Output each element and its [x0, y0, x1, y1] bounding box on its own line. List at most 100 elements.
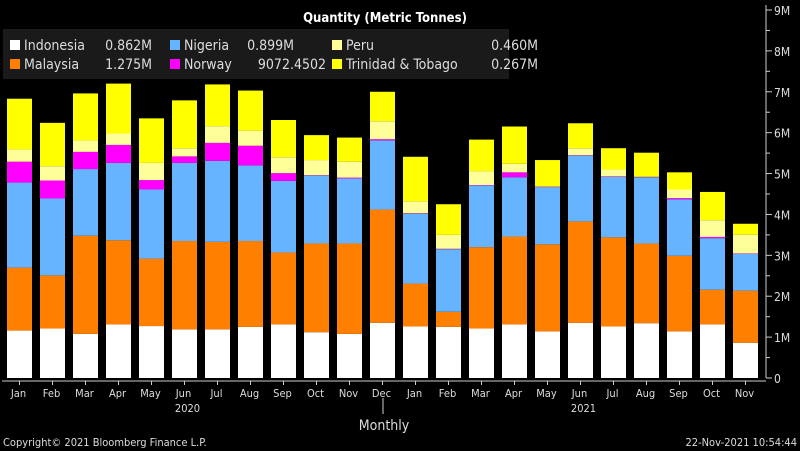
- bar-segment-indonesia: [535, 331, 560, 378]
- bar-segment-trinidad-tobago: [601, 148, 626, 170]
- x-tick-label: Jul: [210, 387, 223, 400]
- bar-segment-indonesia: [271, 324, 296, 378]
- bar-segment-norway: [139, 180, 164, 190]
- x-tick-label: Feb: [439, 387, 456, 400]
- bar-segment-nigeria: [7, 182, 32, 268]
- bar-segment-norway: [73, 151, 98, 170]
- bar-segment-peru: [139, 162, 164, 181]
- bar-segment-malaysia: [667, 255, 692, 332]
- bar-segment-malaysia: [205, 241, 230, 330]
- bar-segment-trinidad-tobago: [568, 123, 593, 149]
- bar-segment-indonesia: [304, 332, 329, 378]
- x-axis-label: Monthly: [359, 418, 410, 434]
- bar-segment-nigeria: [469, 185, 494, 248]
- bar-segment-indonesia: [40, 328, 65, 378]
- bar-segment-nigeria: [139, 189, 164, 259]
- legend-label-nigeria: Nigeria: [184, 38, 229, 54]
- bar-segment-nigeria: [403, 213, 428, 284]
- bar-segment-trinidad-tobago: [106, 83, 131, 134]
- bar-segment-malaysia: [700, 289, 725, 325]
- x-tick-label: Mar: [471, 387, 491, 400]
- bar-segment-nigeria: [436, 249, 461, 312]
- legend-value-norway: 9072.4502: [258, 57, 326, 73]
- x-tick-label: May: [536, 387, 557, 400]
- bar-segment-indonesia: [403, 326, 428, 378]
- bar-segment-indonesia: [601, 326, 626, 378]
- y-tick-label: 9M: [774, 4, 790, 18]
- bar-segment-norway: [700, 236, 725, 239]
- bar-segment-nigeria: [601, 176, 626, 238]
- bar-segment-malaysia: [337, 243, 362, 334]
- bar-segment-peru: [667, 189, 692, 199]
- bar-segment-peru: [469, 171, 494, 186]
- bar-segment-peru: [733, 234, 758, 254]
- bar-segment-indonesia: [568, 322, 593, 378]
- x-tick-label: Aug: [240, 387, 259, 400]
- bar-segment-indonesia: [139, 326, 164, 378]
- bar-segment-trinidad-tobago: [172, 100, 197, 149]
- bar-segment-malaysia: [634, 243, 659, 324]
- bar-segment-trinidad-tobago: [139, 118, 164, 163]
- legend-swatch-malaysia: [10, 59, 20, 69]
- bar-segment-indonesia: [73, 333, 98, 378]
- legend-value-peru: 0.460M: [491, 38, 538, 54]
- y-tick-label: 4M: [774, 208, 790, 222]
- bar-segment-trinidad-tobago: [535, 160, 560, 187]
- bar-segment-malaysia: [601, 237, 626, 327]
- x-tick-label: Sep: [273, 387, 292, 400]
- bar-segment-trinidad-tobago: [469, 139, 494, 172]
- bar-segment-malaysia: [733, 290, 758, 343]
- bar-segment-norway: [40, 180, 65, 199]
- x-tick-label: Oct: [703, 387, 720, 400]
- bar-segment-peru: [370, 121, 395, 140]
- bar-segment-indonesia: [370, 322, 395, 378]
- bar-segment-indonesia: [106, 324, 131, 378]
- bar-segment-trinidad-tobago: [502, 126, 527, 164]
- bar-segment-indonesia: [337, 333, 362, 378]
- bar-segment-trinidad-tobago: [205, 84, 230, 127]
- bar-segment-norway: [205, 142, 230, 161]
- legend: Indonesia 0.862M Malaysia 1.275M Nigeria 0.89…: [10, 38, 538, 73]
- bar-segment-malaysia: [139, 258, 164, 327]
- legend-label-norway: Norway: [184, 57, 232, 73]
- y-axis: 0 1M 2M 3M 4M 5M 6M 7M 8M 9M: [765, 4, 790, 386]
- bar-segment-nigeria: [106, 162, 131, 241]
- bar-segment-indonesia: [469, 328, 494, 378]
- x-tick-label: Dec: [372, 387, 391, 400]
- bar-segment-norway: [172, 156, 197, 163]
- bar-segment-trinidad-tobago: [40, 122, 65, 167]
- x-tick-label: Oct: [307, 387, 324, 400]
- year-label: 2021: [571, 402, 596, 415]
- bar-segment-nigeria: [40, 198, 65, 276]
- legend-label-indonesia: Indonesia: [24, 38, 85, 54]
- y-tick-label: 3M: [774, 249, 790, 263]
- legend-swatch-trinidad-tobago: [332, 59, 342, 69]
- legend-label-peru: Peru: [346, 38, 374, 54]
- bar-segment-malaysia: [271, 252, 296, 325]
- bar-segment-peru: [568, 148, 593, 156]
- y-tick-label: 6M: [774, 127, 790, 141]
- legend-label-malaysia: Malaysia: [24, 57, 79, 73]
- bar-segment-peru: [172, 148, 197, 157]
- bar-segment-nigeria: [172, 162, 197, 242]
- bar-segment-malaysia: [403, 283, 428, 327]
- bar-segment-trinidad-tobago: [403, 156, 428, 202]
- x-tick-label: Aug: [636, 387, 655, 400]
- y-tick-label: 2M: [774, 290, 790, 304]
- bar-segment-peru: [7, 149, 32, 162]
- bar-segment-nigeria: [304, 175, 329, 244]
- legend-value-malaysia: 1.275M: [105, 57, 152, 73]
- x-tick-label: Jan: [406, 387, 422, 400]
- bar-segment-peru: [205, 126, 230, 143]
- bar-segment-malaysia: [238, 241, 263, 327]
- bar-segment-nigeria: [667, 199, 692, 256]
- bar-segment-trinidad-tobago: [667, 172, 692, 190]
- bar-segment-nigeria: [271, 180, 296, 253]
- bar-segment-peru: [700, 220, 725, 237]
- bar-segment-norway: [238, 145, 263, 166]
- y-tick-label: 0: [774, 372, 781, 386]
- x-tick-label: Nov: [735, 387, 754, 400]
- legend-swatch-peru: [332, 40, 342, 50]
- legend-swatch-norway: [170, 59, 180, 69]
